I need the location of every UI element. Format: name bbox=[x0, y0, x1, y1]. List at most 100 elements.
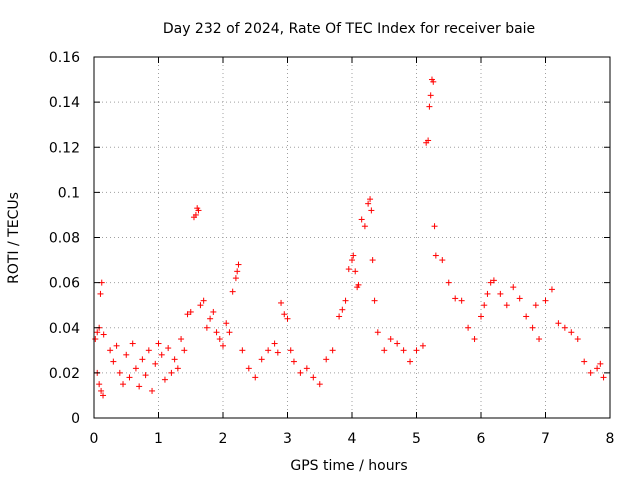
data-point bbox=[355, 281, 362, 288]
data-point bbox=[155, 340, 162, 347]
data-point bbox=[400, 347, 407, 354]
data-point bbox=[229, 288, 236, 295]
data-point bbox=[278, 299, 285, 306]
data-point bbox=[316, 381, 323, 388]
data-point bbox=[581, 358, 588, 365]
data-point bbox=[568, 329, 575, 336]
data-point bbox=[381, 347, 388, 354]
data-point bbox=[213, 329, 220, 336]
data-point bbox=[490, 277, 497, 284]
data-point bbox=[161, 376, 168, 383]
data-point bbox=[120, 381, 127, 388]
data-point bbox=[136, 383, 143, 390]
x-tick-label: 7 bbox=[541, 431, 550, 447]
x-tick-label: 4 bbox=[348, 431, 357, 447]
data-point bbox=[542, 297, 549, 304]
data-point bbox=[110, 358, 117, 365]
data-point bbox=[297, 369, 304, 376]
data-point bbox=[361, 223, 368, 230]
data-point bbox=[126, 374, 133, 381]
data-point bbox=[98, 387, 105, 394]
data-point bbox=[510, 284, 517, 291]
data-point bbox=[532, 302, 539, 309]
data-point bbox=[374, 329, 381, 336]
data-point bbox=[216, 336, 223, 343]
y-tick-label: 0.16 bbox=[49, 50, 80, 66]
data-point bbox=[223, 320, 230, 327]
data-point bbox=[92, 336, 99, 343]
data-point bbox=[96, 381, 103, 388]
data-point bbox=[207, 315, 214, 322]
data-point bbox=[367, 196, 374, 203]
y-tick-label: 0.04 bbox=[49, 321, 80, 337]
data-point bbox=[187, 308, 194, 315]
data-point bbox=[174, 365, 181, 372]
data-point bbox=[245, 365, 252, 372]
data-point bbox=[284, 315, 291, 322]
data-point bbox=[149, 387, 156, 394]
data-point bbox=[271, 340, 278, 347]
data-point bbox=[158, 351, 165, 358]
data-point bbox=[426, 103, 433, 110]
data-point bbox=[574, 336, 581, 343]
data-point bbox=[192, 211, 199, 218]
data-point bbox=[431, 223, 438, 230]
data-point bbox=[352, 268, 359, 275]
data-point bbox=[258, 356, 265, 363]
data-point bbox=[100, 331, 107, 338]
data-point bbox=[171, 356, 178, 363]
data-point bbox=[145, 347, 152, 354]
data-point bbox=[195, 207, 202, 214]
data-point bbox=[303, 365, 310, 372]
x-tick-label: 2 bbox=[219, 431, 228, 447]
data-point bbox=[358, 216, 365, 223]
data-point bbox=[413, 347, 420, 354]
data-point bbox=[100, 392, 107, 399]
data-point bbox=[465, 324, 472, 331]
data-point bbox=[458, 297, 465, 304]
data-point bbox=[452, 295, 459, 302]
data-point bbox=[168, 369, 175, 376]
data-point bbox=[132, 365, 139, 372]
data-point bbox=[181, 347, 188, 354]
y-tick-label: 0.02 bbox=[49, 366, 80, 382]
data-point bbox=[281, 311, 288, 318]
data-point bbox=[184, 311, 191, 318]
data-point bbox=[165, 345, 172, 352]
data-point bbox=[345, 266, 352, 273]
data-point bbox=[445, 279, 452, 286]
data-point bbox=[129, 340, 136, 347]
x-axis-label: GPS time / hours bbox=[290, 458, 407, 474]
data-point bbox=[203, 324, 210, 331]
data-point bbox=[600, 374, 607, 381]
data-point bbox=[481, 302, 488, 309]
data-point bbox=[368, 207, 375, 214]
data-point bbox=[484, 290, 491, 297]
data-point bbox=[336, 313, 343, 320]
data-point bbox=[339, 306, 346, 313]
data-point bbox=[478, 313, 484, 320]
data-point bbox=[471, 336, 478, 343]
data-point bbox=[349, 257, 355, 264]
data-point bbox=[235, 261, 242, 268]
data-point bbox=[536, 336, 543, 343]
data-point bbox=[587, 369, 594, 376]
data-point bbox=[200, 297, 207, 304]
data-point bbox=[226, 329, 233, 336]
y-tick-label: 0 bbox=[71, 411, 80, 427]
data-point bbox=[113, 342, 120, 349]
x-axis-ticks: 0 1 2 3 4 5 6 7 8 bbox=[90, 57, 614, 447]
data-point bbox=[487, 279, 494, 286]
data-point bbox=[274, 349, 281, 356]
x-tick-label: 3 bbox=[283, 431, 292, 447]
y-axis-ticks: 0 0.02 0.04 0.06 0.08 0.1 0.12 0.14 0.16 bbox=[49, 50, 610, 427]
data-point bbox=[342, 297, 349, 304]
x-tick-label: 6 bbox=[477, 431, 486, 447]
y-tick-label: 0.1 bbox=[58, 185, 80, 201]
data-point bbox=[529, 324, 536, 331]
data-point bbox=[561, 324, 568, 331]
data-point bbox=[329, 347, 336, 354]
data-point bbox=[371, 297, 378, 304]
data-point bbox=[232, 275, 239, 282]
